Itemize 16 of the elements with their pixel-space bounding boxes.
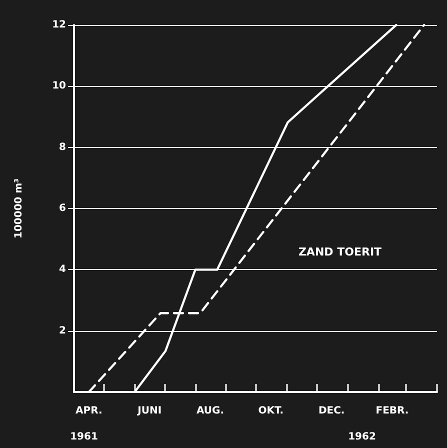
y-tick-label: 4: [59, 264, 66, 276]
x-tick-label: FEBR.: [376, 406, 409, 416]
x-tick-label: OKT.: [258, 406, 284, 416]
y-tick-label: 12: [52, 20, 66, 30]
text: 1962: [348, 432, 376, 442]
y-tick-label: 2: [59, 325, 66, 336]
x-tick-label: APR.: [76, 406, 102, 416]
y-tick-label: 8: [59, 142, 66, 153]
x-tick-label: AUG.: [196, 406, 224, 416]
annotation: ZAND TOERIT: [298, 246, 382, 258]
text: 1961: [70, 432, 98, 442]
y-tick-label: 6: [59, 203, 66, 214]
y-tick-label: 10: [52, 80, 66, 92]
y-axis-title: 100000 m³: [14, 178, 24, 239]
x-tick-label: JUNI: [136, 406, 162, 416]
x-tick-label: DEC.: [318, 406, 345, 416]
